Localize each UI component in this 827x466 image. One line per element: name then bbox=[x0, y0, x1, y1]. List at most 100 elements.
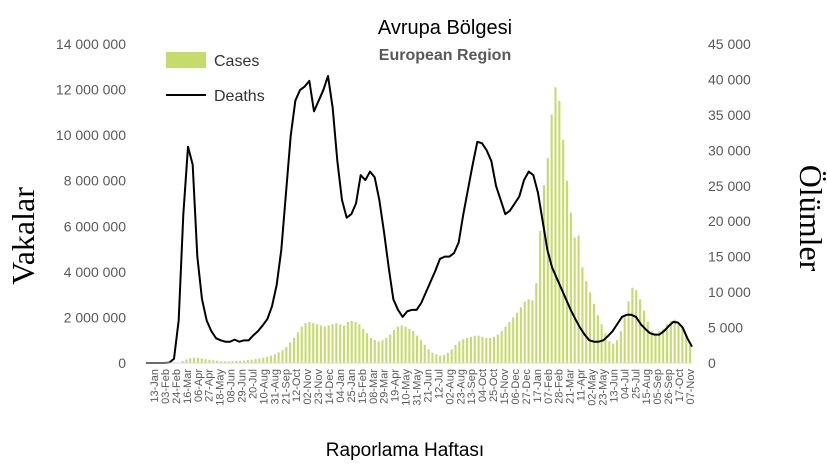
cases-bar bbox=[673, 319, 676, 363]
cases-bar bbox=[369, 337, 372, 363]
cases-bar bbox=[508, 321, 511, 363]
cases-bar bbox=[450, 349, 453, 363]
x-tick-label: 13-Jan bbox=[149, 369, 161, 403]
cases-bar bbox=[485, 337, 488, 363]
y-right-tick-label: 45 000 bbox=[708, 36, 751, 52]
cases-bar bbox=[412, 331, 415, 363]
y-right-tick-label: 5 000 bbox=[708, 320, 743, 336]
x-axis-title: Raporlama Haftası bbox=[326, 440, 484, 461]
cases-bar bbox=[612, 343, 615, 363]
cases-bar bbox=[577, 235, 580, 363]
x-tick-label: 13-Jun bbox=[608, 369, 620, 403]
cases-bar bbox=[477, 335, 480, 363]
chart-title: Avrupa Bölgesi bbox=[378, 17, 512, 39]
y-right-tick-label: 30 000 bbox=[708, 142, 751, 158]
cases-bar bbox=[392, 329, 396, 363]
cases-bar bbox=[354, 321, 357, 363]
cases-bar bbox=[250, 359, 253, 363]
cases-bar bbox=[327, 325, 330, 363]
cases-bar bbox=[573, 237, 576, 363]
cases-bar bbox=[512, 317, 515, 363]
x-tick-label: 27-Dec bbox=[521, 369, 533, 405]
cases-bar bbox=[423, 344, 426, 363]
y-right-tick-label: 40 000 bbox=[708, 71, 751, 87]
x-tick-label: 29-Jun bbox=[237, 369, 249, 403]
cases-bar bbox=[665, 324, 669, 363]
cases-bar bbox=[254, 359, 257, 363]
x-tick-label: 27-Apr bbox=[204, 369, 216, 402]
cases-bar bbox=[504, 326, 507, 363]
cases-bar bbox=[539, 230, 542, 363]
cases-bar bbox=[362, 328, 365, 363]
cases-bar bbox=[266, 356, 269, 363]
cases-bar bbox=[185, 359, 188, 363]
cases-bar bbox=[469, 336, 472, 363]
legend: Cases Deaths bbox=[166, 52, 265, 105]
cases-bars bbox=[177, 87, 692, 364]
x-tick-label: 10-Aug bbox=[258, 369, 270, 404]
x-tick-label: 19-Apr bbox=[390, 369, 402, 402]
x-tick-label: 20-Jul bbox=[247, 369, 259, 399]
y-axis-right-ticks: 0 5 000 10 000 15 000 20 000 25 000 30 000 35 0… bbox=[708, 36, 751, 371]
cases-bar bbox=[427, 349, 430, 363]
cases-bar bbox=[342, 325, 346, 363]
cases-bar bbox=[385, 337, 388, 363]
cases-bar bbox=[492, 336, 496, 363]
cases-bar bbox=[350, 320, 353, 363]
cases-bar bbox=[569, 212, 572, 363]
cases-bar bbox=[615, 340, 619, 363]
y-left-tick-label: 6 000 000 bbox=[64, 218, 126, 234]
cases-bar bbox=[496, 334, 499, 363]
cases-bar bbox=[366, 333, 369, 363]
cases-bar bbox=[458, 341, 461, 363]
x-tick-label: 31-May bbox=[412, 369, 424, 406]
cases-bar bbox=[289, 342, 292, 363]
cases-bar bbox=[408, 328, 411, 363]
x-tick-label: 18-May bbox=[215, 369, 227, 406]
cases-bar bbox=[223, 361, 226, 363]
x-tick-label: 02-May bbox=[587, 369, 599, 406]
x-tick-label: 21-Jun bbox=[422, 369, 434, 403]
x-tick-label: 05-Sep bbox=[652, 369, 664, 404]
x-tick-label: 13-Sep bbox=[466, 369, 478, 404]
x-tick-label: 04-Jan bbox=[335, 369, 347, 403]
cases-bar bbox=[565, 180, 569, 363]
deaths-line-group bbox=[146, 74, 693, 364]
x-tick-label: 17-Jan bbox=[532, 369, 544, 403]
y-left-tick-label: 12 000 000 bbox=[56, 82, 126, 98]
x-tick-label: 03-Feb bbox=[160, 369, 172, 404]
legend-cases-swatch bbox=[166, 52, 206, 68]
cases-bar bbox=[654, 333, 657, 363]
x-tick-label: 25-Oct bbox=[488, 369, 500, 402]
cases-bar bbox=[219, 361, 223, 363]
cases-bar bbox=[546, 157, 549, 363]
cases-bar bbox=[689, 344, 692, 363]
y-left-tick-label: 8 000 000 bbox=[64, 173, 126, 189]
chart-subtitle: European Region bbox=[379, 47, 511, 64]
cases-bar bbox=[619, 331, 622, 363]
cases-bar bbox=[292, 337, 296, 363]
y-right-tick-label: 10 000 bbox=[708, 284, 751, 300]
cases-bar bbox=[442, 355, 446, 363]
cases-bar bbox=[242, 360, 246, 363]
cases-bar bbox=[608, 341, 611, 363]
cases-bar bbox=[519, 307, 522, 363]
cases-bar bbox=[235, 360, 238, 363]
cases-bar bbox=[316, 324, 319, 363]
x-tick-label: 07-Feb bbox=[543, 369, 555, 404]
cases-bar bbox=[635, 290, 638, 363]
y-axis-left-ticks: 0 2 000 000 4 000 000 6 000 000 8 000 000 10 … bbox=[56, 36, 126, 371]
cases-bar bbox=[466, 337, 469, 363]
cases-bar bbox=[435, 354, 438, 363]
x-tick-label: 21-Mar bbox=[565, 369, 577, 404]
cases-bar bbox=[589, 292, 592, 363]
cases-bar bbox=[542, 185, 546, 363]
x-tick-label: 08-Mar bbox=[368, 369, 380, 404]
cases-bar bbox=[639, 299, 642, 363]
x-tick-label: 04-Oct bbox=[477, 369, 489, 402]
cases-bar bbox=[262, 357, 265, 363]
x-tick-label: 15-Feb bbox=[357, 369, 369, 404]
x-tick-label: 16-Mar bbox=[182, 369, 194, 404]
cases-bar bbox=[181, 360, 184, 363]
